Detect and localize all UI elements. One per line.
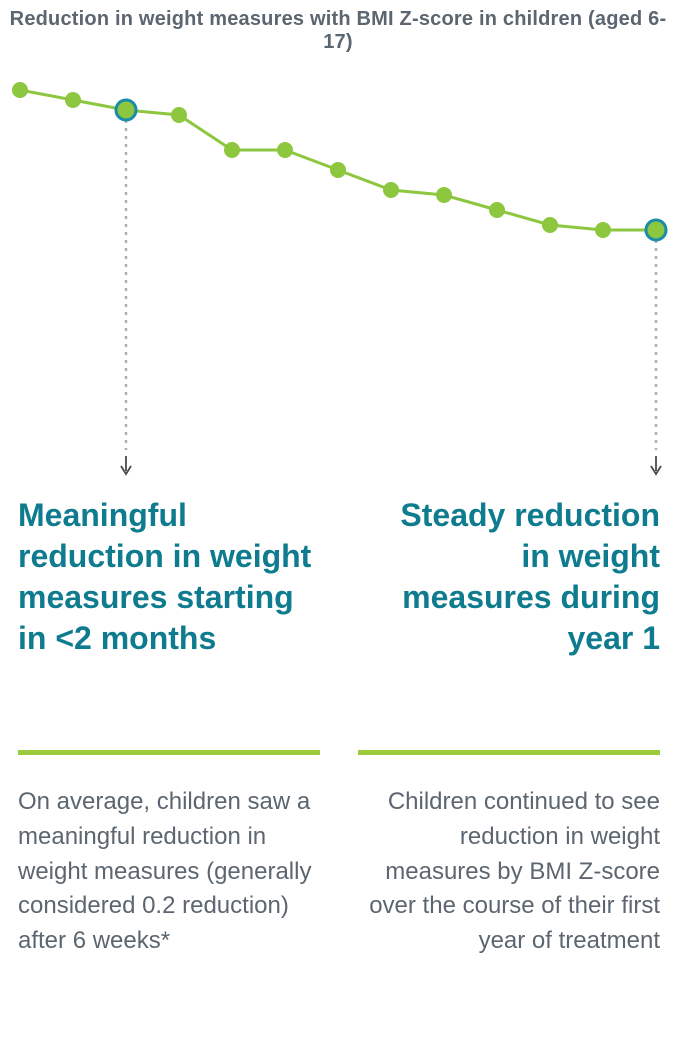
- divider-left: [18, 750, 320, 755]
- chart-marker: [277, 142, 293, 158]
- chart-marker-highlight: [646, 220, 666, 240]
- chart-marker: [65, 92, 81, 108]
- chart-marker: [330, 162, 346, 178]
- chart-marker: [436, 187, 452, 203]
- chart-marker: [171, 107, 187, 123]
- body-text-left: On average, children saw a meaningful re…: [18, 785, 318, 959]
- callout-right: Steady reduction in weight measures duri…: [396, 495, 660, 659]
- chart-marker: [595, 222, 611, 238]
- chart-marker: [12, 82, 28, 98]
- divider-right: [358, 750, 660, 755]
- chart-marker-highlight: [116, 100, 136, 120]
- chart-marker: [489, 202, 505, 218]
- chart-marker: [383, 182, 399, 198]
- chart-title: Reduction in weight measures with BMI Z-…: [0, 8, 676, 54]
- callout-left: Meaningful reduction in weight measures …: [18, 495, 318, 659]
- chart-marker: [224, 142, 240, 158]
- body-text-right: Children continued to see reduction in w…: [356, 785, 660, 959]
- chart-marker: [542, 217, 558, 233]
- line-chart: [0, 70, 676, 490]
